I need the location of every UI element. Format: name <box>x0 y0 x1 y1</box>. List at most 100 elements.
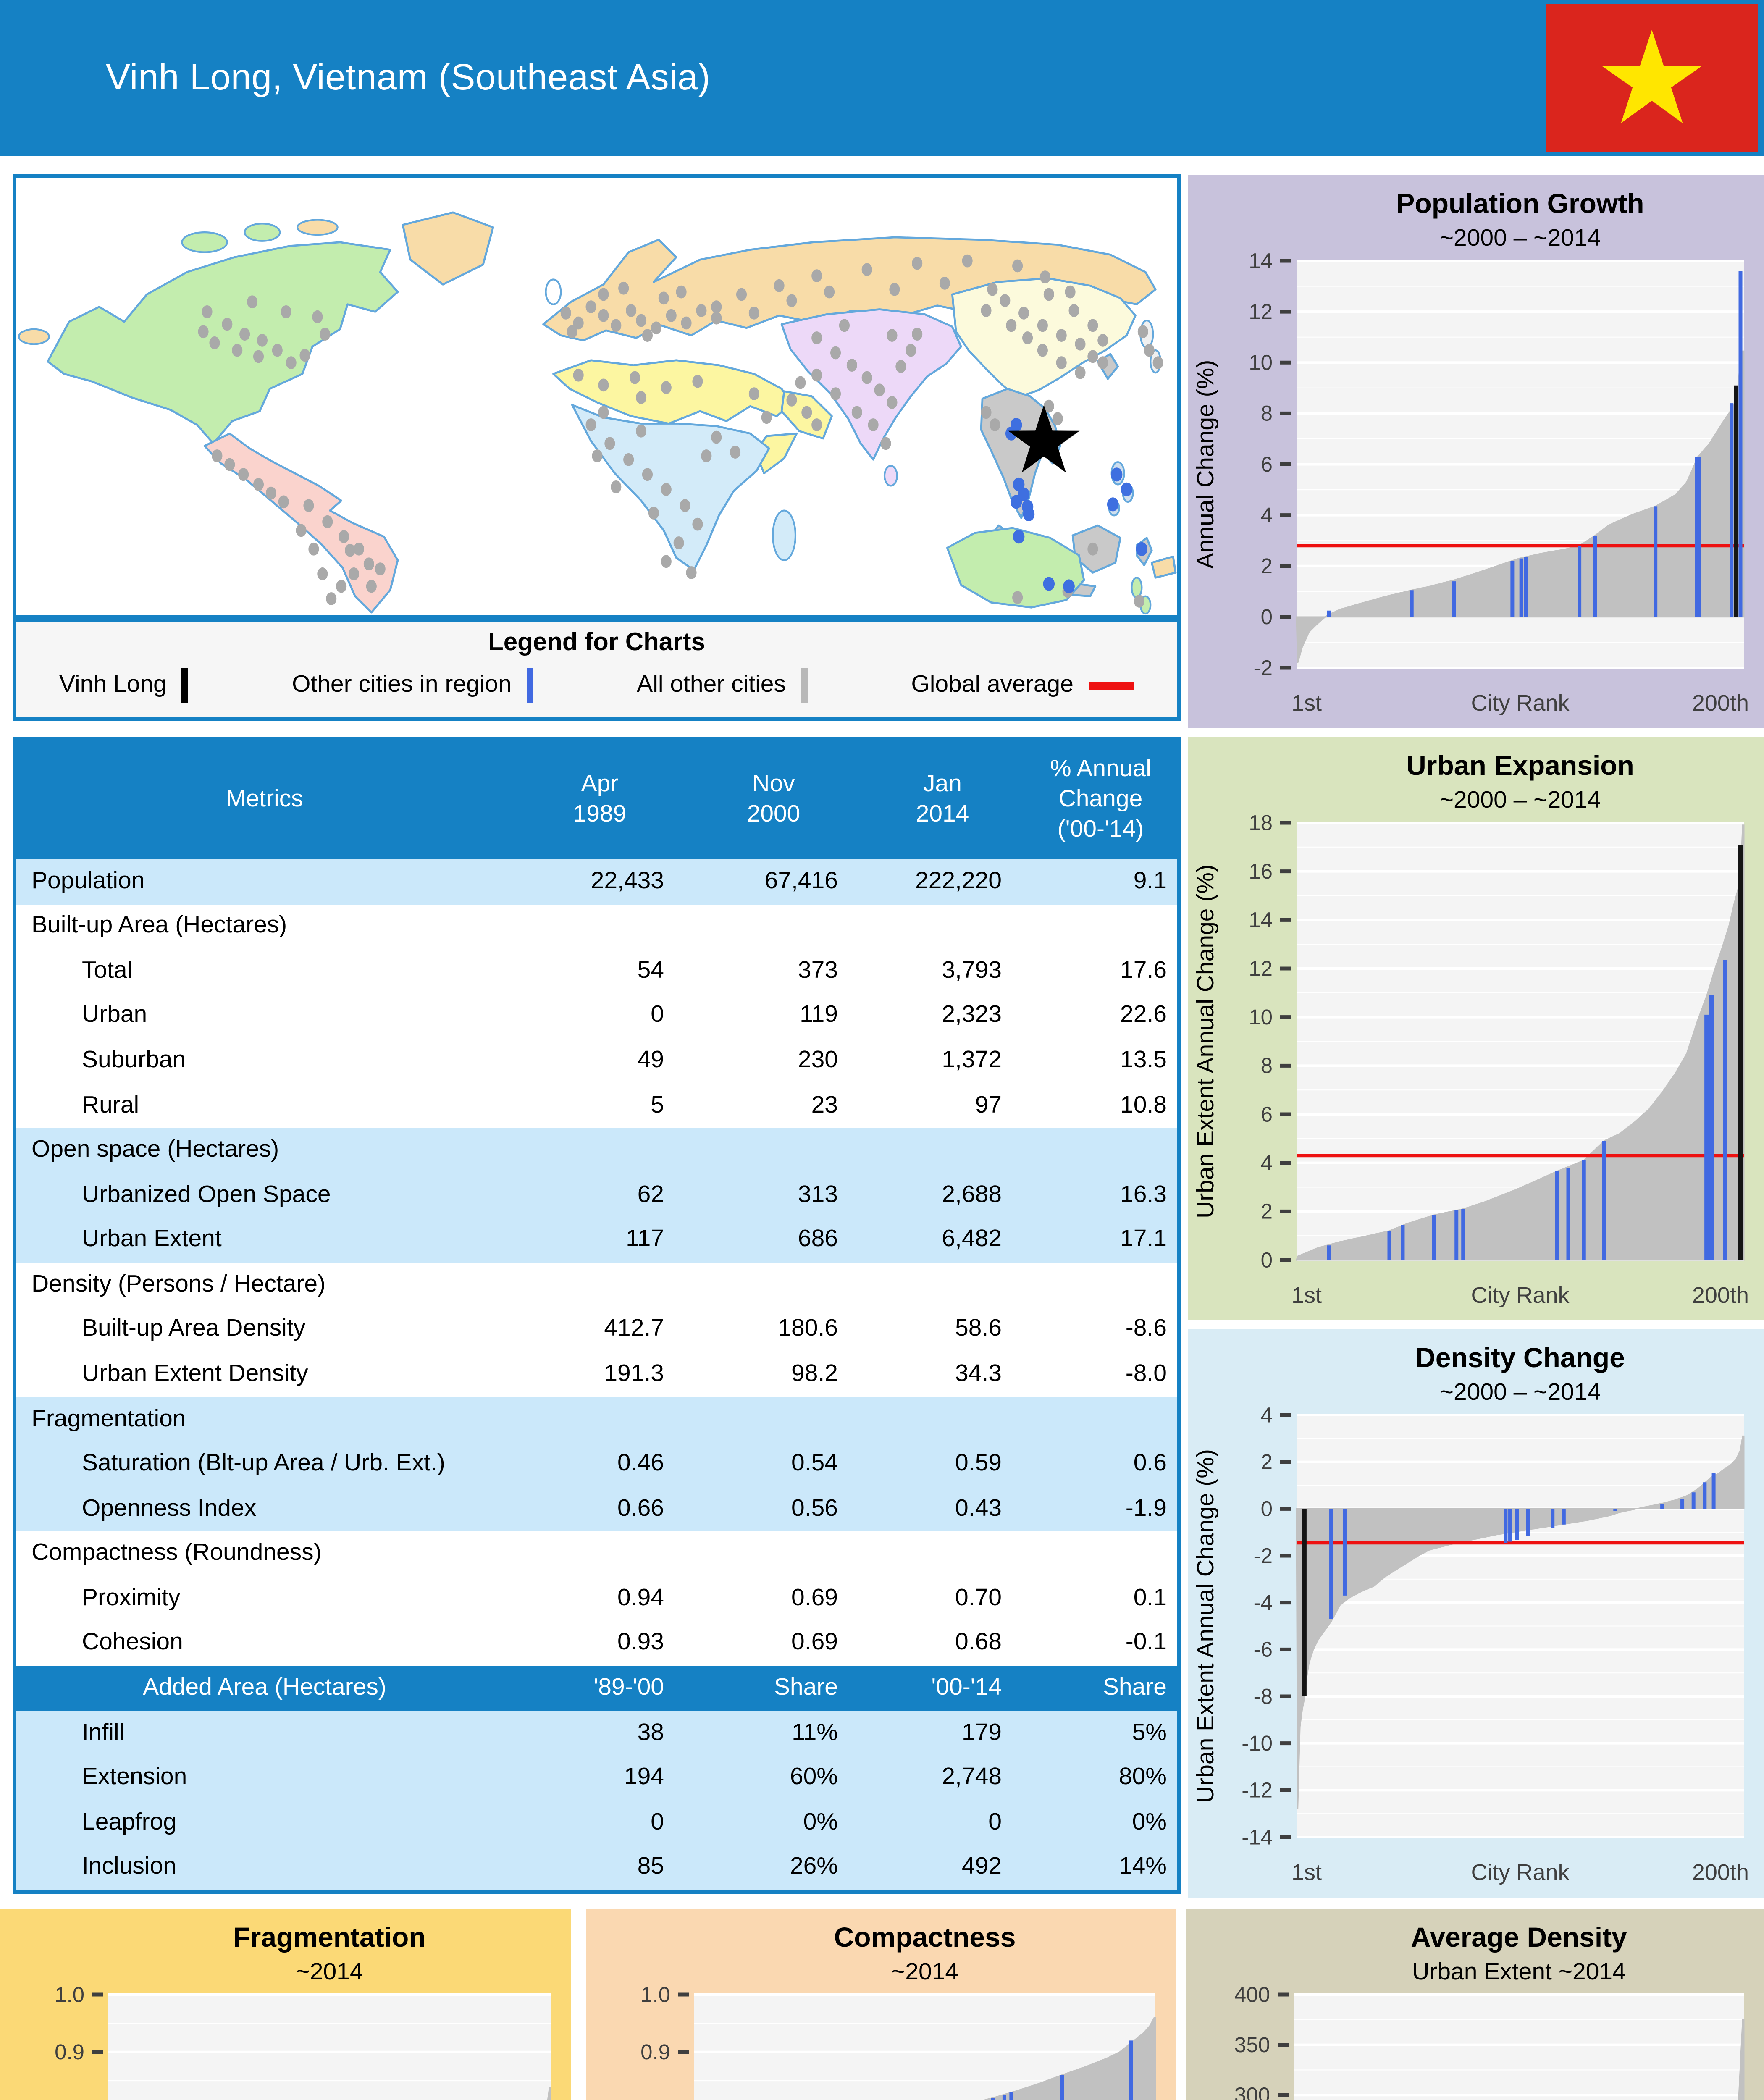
row-value: 67,416 <box>764 868 838 895</box>
metrics-table: Metrics Apr 1989 Nov 2000 Jan 2014 % Annual … <box>13 737 1181 1894</box>
region-north-africa <box>552 359 793 425</box>
row-value: 194 <box>624 1764 664 1791</box>
city-dot <box>1018 306 1029 320</box>
table-row: Urbanized Open Space 62 313 2,688 16.3 <box>16 1173 1177 1218</box>
chart-subtitle: ~2000 – ~2014 <box>1440 224 1601 251</box>
chart-title: Compactness <box>834 1922 1016 1953</box>
city-dot <box>1075 366 1086 379</box>
row-value: 9.1 <box>1133 868 1167 895</box>
row-value: 1,372 <box>942 1047 1002 1074</box>
chart-svg-den: -14 -12 -10 -8 -6 -4 -2 0 2 4 Density Change ~2000 … <box>1192 1342 1749 1885</box>
row-label: Urban <box>82 1002 147 1029</box>
row-value: 60% <box>790 1764 838 1791</box>
table-row: Fragmentation <box>16 1397 1177 1442</box>
table-row: Built-up Area (Hectares) <box>16 904 1177 949</box>
city-dot <box>981 304 992 317</box>
row-label: Compactness (Roundness) <box>32 1540 322 1567</box>
arctic-island <box>181 231 228 253</box>
row-value: 117 <box>626 1226 664 1253</box>
chart-svg-avg: 050100150200250300350400Average DensityU… <box>1189 1922 1745 2100</box>
row-value: 5% <box>1132 1719 1167 1746</box>
city-dot <box>281 305 291 318</box>
city-dot <box>887 329 898 342</box>
row-value: 2,748 <box>942 1764 1002 1791</box>
city-dot <box>851 406 862 419</box>
y-tick-label: 0 <box>1261 1248 1273 1272</box>
region-city-dot <box>1136 542 1148 556</box>
city-dot <box>868 418 879 431</box>
city-dot <box>1087 319 1098 332</box>
city-dot <box>598 309 609 322</box>
city-dot <box>912 328 923 341</box>
row-label: Cohesion <box>82 1630 183 1656</box>
city-dot <box>1040 270 1050 284</box>
row-value: 0.93 <box>617 1630 664 1656</box>
city-dot <box>987 283 998 296</box>
city-dot <box>1152 356 1163 370</box>
table-header-row: Metrics Apr 1989 Nov 2000 Jan 2014 % Annual … <box>16 741 1177 859</box>
chart-svg-exp: 0 2 4 6 8 10 12 14 16 18 Urban Expansion ~2000 – ~2… <box>1192 750 1749 1308</box>
city-dot <box>630 371 640 384</box>
city-dot <box>299 349 310 362</box>
region-city-dot <box>1063 579 1075 593</box>
table-row: Compactness (Roundness) <box>16 1531 1177 1577</box>
vinh-long-star-icon <box>1008 405 1080 473</box>
row-value: 0.94 <box>617 1585 664 1612</box>
y-tick-label: 18 <box>1249 811 1273 835</box>
x-label-first: 1st <box>1292 1860 1322 1885</box>
row-value: 14% <box>1118 1853 1167 1880</box>
city-dot <box>748 387 759 400</box>
table-header-cell: Metrics <box>226 786 303 813</box>
uk-island <box>545 278 562 305</box>
row-value: 2,688 <box>942 1181 1002 1208</box>
city-dot <box>303 499 314 512</box>
y-tick-label: 0.8 <box>640 2097 670 2100</box>
row-value: -1.9 <box>1125 1495 1167 1522</box>
row-value: -8.0 <box>1125 1360 1167 1387</box>
row-value: 180.6 <box>778 1316 838 1343</box>
table-row: Population 22,433 67,416 222,220 9.1 <box>16 859 1177 904</box>
legend-bar-icon <box>801 668 808 703</box>
city-dot <box>1068 304 1079 317</box>
chart-svg-pop: -2 0 2 4 6 8 10 12 14 Population Growth ~2000 – ~2… <box>1192 188 1749 716</box>
city-dot <box>1056 329 1067 342</box>
row-value: 0.1 <box>1133 1585 1167 1612</box>
city-dot <box>375 562 386 575</box>
city-dot <box>880 437 891 450</box>
row-value: 0.69 <box>791 1585 838 1612</box>
table-row: Built-up Area Density 412.7 180.6 58.6 -8.6 <box>16 1307 1177 1352</box>
world-map <box>18 211 1177 615</box>
city-dot <box>348 567 360 580</box>
y-tick-label: 2 <box>1261 1450 1273 1474</box>
city-dot <box>824 285 835 299</box>
chart-subtitle: ~2014 <box>891 1958 958 1985</box>
city-dot <box>1087 350 1098 363</box>
city-dot <box>686 566 697 579</box>
city-dot <box>887 396 898 409</box>
x-label-last: 200th <box>1692 1860 1749 1885</box>
row-value: -8.6 <box>1125 1316 1167 1343</box>
row-value: 0.6 <box>1133 1450 1167 1477</box>
legend-bar-icon <box>526 668 533 703</box>
y-tick-label: 4 <box>1261 1403 1273 1427</box>
city-dot <box>222 318 233 331</box>
row-value: 26% <box>790 1853 838 1880</box>
row-value: 97 <box>975 1092 1002 1118</box>
row-label: Suburban <box>82 1047 186 1074</box>
city-dot <box>1097 356 1108 370</box>
city-dot <box>673 536 684 549</box>
city-dot <box>874 383 885 397</box>
row-value: 686 <box>798 1226 838 1253</box>
city-dot <box>651 321 662 335</box>
legend-item-label: All other cities <box>637 672 786 698</box>
arctic-island <box>244 223 281 242</box>
x-axis-label: City Rank <box>1471 690 1570 716</box>
city-dot <box>635 424 647 438</box>
chart-title: Density Change <box>1415 1342 1625 1373</box>
row-value: 10.8 <box>1120 1092 1167 1118</box>
city-dot <box>711 311 722 325</box>
region-city-dot <box>1010 495 1022 509</box>
row-value: 492 <box>961 1853 1002 1880</box>
city-dot <box>748 306 759 320</box>
chart-legend-panel: Legend for Charts Vinh Long Other cities … <box>13 619 1181 721</box>
